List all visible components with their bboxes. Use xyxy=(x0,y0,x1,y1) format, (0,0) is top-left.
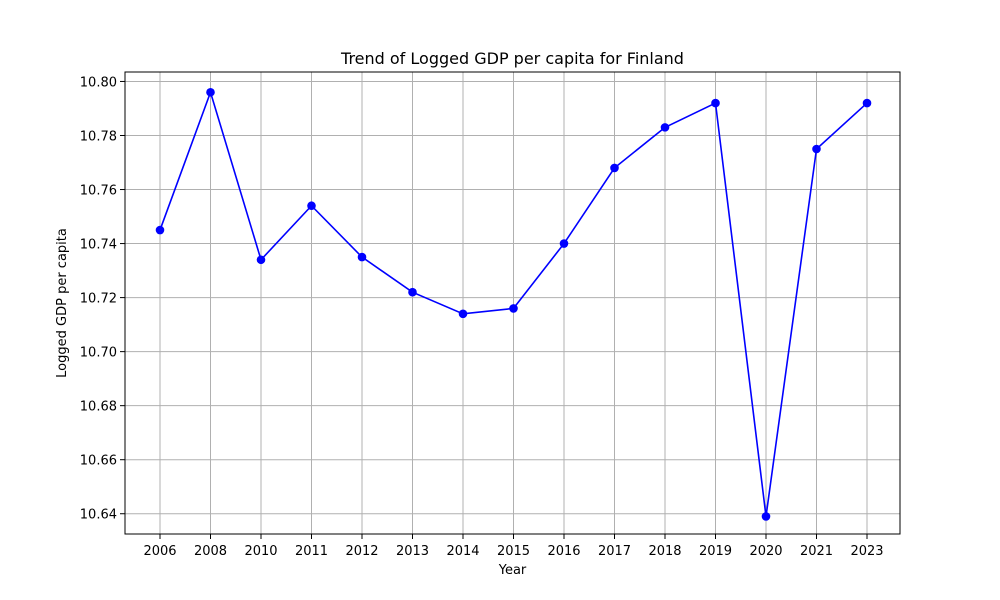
x-tick-label: 2014 xyxy=(446,544,479,559)
data-point xyxy=(458,309,468,319)
data-point xyxy=(206,87,215,97)
axis-ticks: 2006 2008 2010 2011 2012 2013 2014 2015 2016 2017… xyxy=(80,75,884,559)
plot-frame xyxy=(124,71,901,535)
y-tick-label: 10.64 xyxy=(80,508,117,523)
data-point xyxy=(408,287,417,297)
series xyxy=(155,87,872,521)
y-tick-label: 10.76 xyxy=(80,184,117,199)
x-tick-label: 2010 xyxy=(244,544,277,559)
x-tick-label: 2006 xyxy=(143,544,176,559)
x-tick-label: 2017 xyxy=(598,544,631,559)
y-tick-label: 10.70 xyxy=(80,346,117,361)
data-point xyxy=(761,512,771,521)
data-point xyxy=(660,123,670,132)
x-tick-label: 2015 xyxy=(497,544,530,559)
y-tick-label: 10.72 xyxy=(80,292,117,307)
x-tick-label: 2012 xyxy=(345,544,378,559)
x-tick-label: 2019 xyxy=(699,544,732,559)
x-tick-label: 2023 xyxy=(850,544,883,559)
y-tick-label: 10.80 xyxy=(80,75,117,90)
x-tick-label: 2021 xyxy=(800,544,833,559)
x-axis-label: Year xyxy=(498,563,527,578)
y-tick-label: 10.68 xyxy=(80,400,117,415)
data-point xyxy=(357,252,367,262)
data-point xyxy=(559,239,569,248)
data-point xyxy=(256,255,266,265)
y-tick-label: 10.66 xyxy=(80,454,117,469)
chart-title: Trend of Logged GDP per capita for Finla… xyxy=(340,49,684,68)
data-point xyxy=(610,163,619,173)
grid xyxy=(125,72,900,534)
y-axis-label: Logged GDP per capita xyxy=(55,228,70,378)
data-point xyxy=(155,225,165,235)
y-tick-label: 10.78 xyxy=(80,129,117,144)
data-point xyxy=(307,201,316,211)
data-point xyxy=(711,98,720,108)
x-tick-label: 2013 xyxy=(396,544,429,559)
x-tick-label: 2008 xyxy=(194,544,227,559)
data-point xyxy=(862,98,872,108)
x-tick-label: 2011 xyxy=(295,544,328,559)
y-tick-label: 10.74 xyxy=(80,238,117,253)
x-tick-label: 2020 xyxy=(749,544,782,559)
data-point xyxy=(509,304,518,313)
x-tick-label: 2016 xyxy=(547,544,580,559)
data-point xyxy=(812,144,821,154)
x-tick-label: 2018 xyxy=(648,544,681,559)
